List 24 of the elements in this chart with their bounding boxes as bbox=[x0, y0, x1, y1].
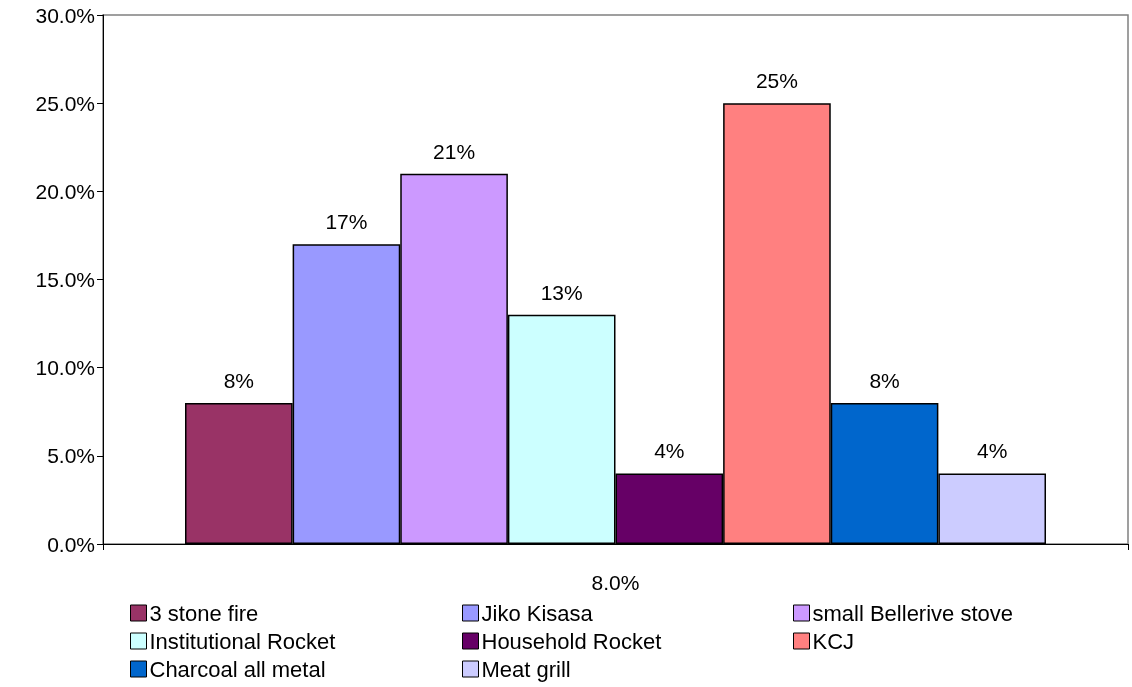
data-label: 13% bbox=[540, 280, 583, 304]
legend-label: small Bellerive stove bbox=[812, 600, 1014, 626]
y-tick-label: 25.0% bbox=[35, 91, 95, 115]
legend-label: Jiko Kisasa bbox=[481, 600, 594, 626]
y-tick-label: 20.0% bbox=[35, 179, 95, 203]
y-tick-label: 10.0% bbox=[35, 356, 95, 380]
data-label: 17% bbox=[325, 210, 368, 234]
legend-label: Household Rocket bbox=[481, 628, 662, 654]
y-tick-label: 5.0% bbox=[47, 444, 95, 468]
x-tick-label: 8.0% bbox=[591, 571, 640, 594]
legend-label: 3 stone fire bbox=[149, 600, 259, 626]
data-label: 8% bbox=[869, 368, 900, 392]
legend-label: KCJ bbox=[812, 628, 855, 654]
y-tick-label: 15.0% bbox=[35, 268, 95, 291]
y-tick-label: 30.0% bbox=[35, 3, 95, 27]
data-label: 8% bbox=[223, 368, 254, 392]
data-label: 4% bbox=[654, 439, 685, 463]
data-label: 21% bbox=[433, 139, 476, 163]
legend-label: Institutional Rocket bbox=[149, 628, 336, 654]
legend-label: Meat grill bbox=[481, 656, 571, 682]
y-tick-label: 0.0% bbox=[47, 532, 95, 556]
data-label: 4% bbox=[977, 439, 1008, 463]
data-label: 25% bbox=[755, 69, 798, 93]
legend-label: Charcoal all metal bbox=[149, 656, 326, 682]
